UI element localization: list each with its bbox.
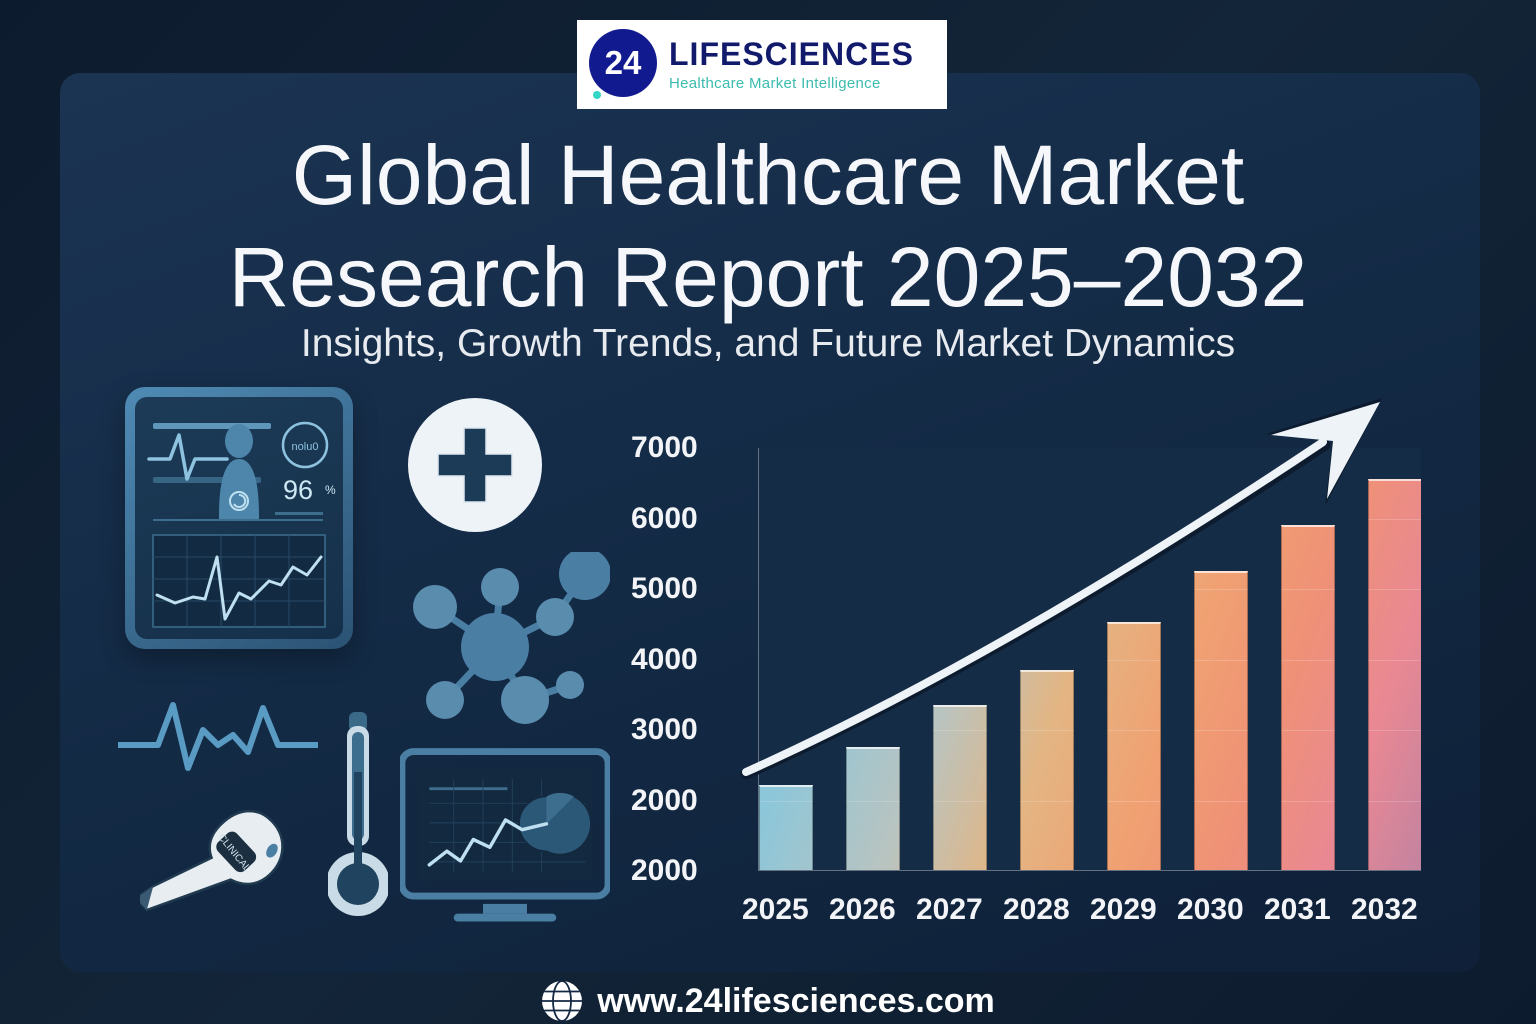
svg-text:96: 96 <box>283 475 313 505</box>
svg-text:nolu0: nolu0 <box>292 441 319 453</box>
svg-text:%: % <box>325 483 336 497</box>
